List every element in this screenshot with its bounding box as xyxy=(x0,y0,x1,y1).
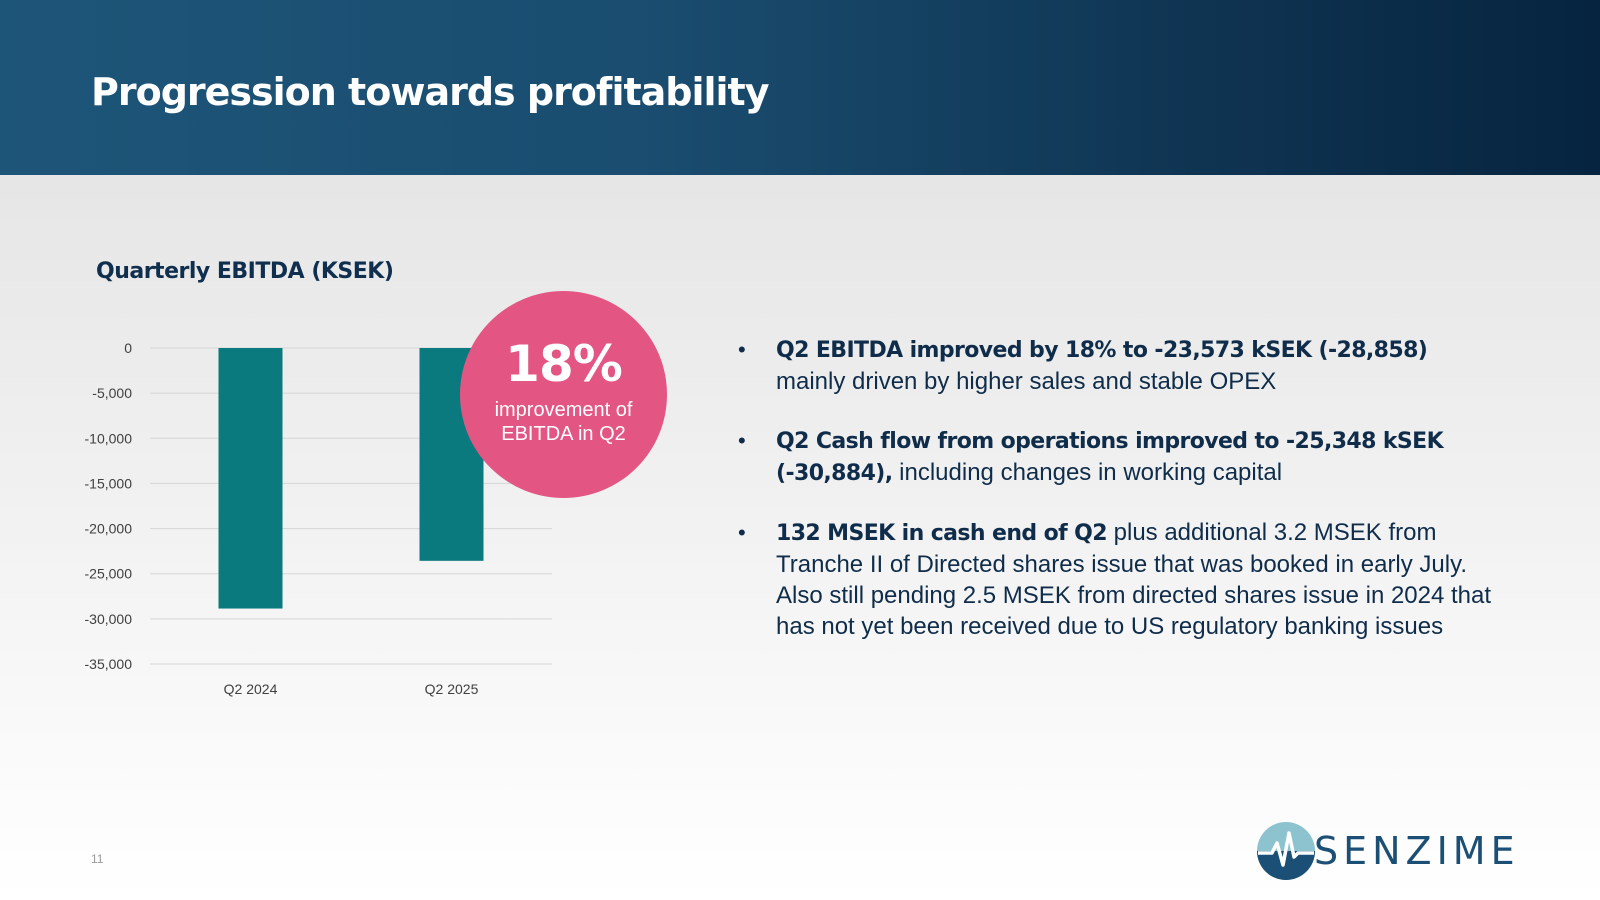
y-tick-label: -25,000 xyxy=(85,566,133,582)
y-tick-label: -10,000 xyxy=(85,430,133,446)
y-tick-label: 0 xyxy=(124,340,132,356)
x-tick-label: Q2 2025 xyxy=(425,681,479,697)
bullet-dot: • xyxy=(738,337,746,362)
bullet-item: • 132 MSEK in cash end of Q2 plus additi… xyxy=(738,517,1498,642)
bullet-item: • Q2 Cash flow from operations improved … xyxy=(738,425,1498,489)
ebitda-bar-chart: 0 -5,000 -10,000 -15,000 -20,000 -25,000 -30,0… xyxy=(85,340,552,697)
y-tick-label: -5,000 xyxy=(92,385,132,401)
bullet-bold-text: Q2 Cash flow from operations improved to… xyxy=(776,429,1444,486)
callout-text: improvement of EBITDA in Q2 xyxy=(494,398,633,445)
bullet-bold-text: 132 MSEK in cash end of Q2 xyxy=(776,521,1108,546)
bullet-dot: • xyxy=(738,428,746,453)
bullet-text: including changes in working capital xyxy=(892,459,1283,486)
y-tick-label: -20,000 xyxy=(85,521,133,537)
bar xyxy=(218,348,283,609)
heartbeat-circle-icon xyxy=(1257,822,1315,880)
chart-title: Quarterly EBITDA (KSEK) xyxy=(96,259,394,284)
logo-text: SENZIME xyxy=(1314,829,1520,873)
y-tick-label: -15,000 xyxy=(85,475,133,491)
bullet-text: mainly driven by higher sales and stable… xyxy=(776,368,1277,395)
senzime-logo: SENZIME xyxy=(1256,820,1520,882)
improvement-callout: 18% improvement of EBITDA in Q2 xyxy=(460,291,667,498)
page-title: Progression towards profitability xyxy=(91,70,769,114)
y-tick-label: -30,000 xyxy=(85,611,133,627)
y-tick-label: -35,000 xyxy=(85,656,133,672)
bullet-list: • Q2 EBITDA improved by 18% to -23,573 k… xyxy=(738,334,1498,670)
header-banner: Progression towards profitability xyxy=(0,0,1600,175)
x-tick-label: Q2 2024 xyxy=(224,681,278,697)
bullet-item: • Q2 EBITDA improved by 18% to -23,573 k… xyxy=(738,334,1498,397)
bullet-text: plus additional 3.2 MSEK from Tranche II… xyxy=(776,519,1492,640)
bullet-bold-text: Q2 EBITDA improved by 18% to -23,573 kSE… xyxy=(776,338,1428,363)
callout-value: 18% xyxy=(505,334,623,393)
bullet-dot: • xyxy=(738,520,746,545)
page-number: 11 xyxy=(91,852,104,866)
